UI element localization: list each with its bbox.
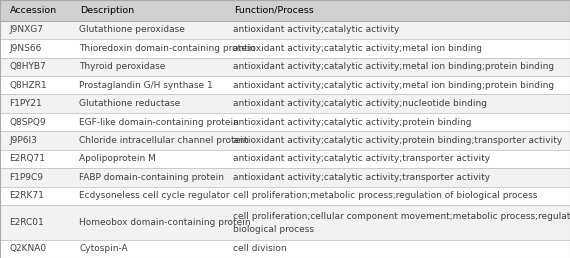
Text: Glutathione peroxidase: Glutathione peroxidase	[79, 26, 185, 35]
Text: antioxidant activity;catalytic activity;nucleotide binding: antioxidant activity;catalytic activity;…	[233, 99, 487, 108]
Text: cell division: cell division	[233, 244, 287, 253]
Text: Accession: Accession	[10, 6, 57, 15]
Text: E2RQ71: E2RQ71	[9, 155, 45, 164]
Bar	[0, 0, 570, 21]
Bar	[0, 240, 570, 258]
Bar	[0, 131, 570, 150]
Text: antioxidant activity;catalytic activity;transporter activity: antioxidant activity;catalytic activity;…	[233, 155, 490, 164]
Text: antioxidant activity;catalytic activity;protein binding;transporter activity: antioxidant activity;catalytic activity;…	[233, 136, 563, 145]
Bar	[0, 113, 570, 131]
Bar	[0, 58, 570, 76]
Bar	[0, 21, 570, 39]
Text: antioxidant activity;catalytic activity: antioxidant activity;catalytic activity	[233, 26, 400, 35]
Text: Cytospin-A: Cytospin-A	[79, 244, 128, 253]
Text: Chloride intracellular channel protein: Chloride intracellular channel protein	[79, 136, 249, 145]
Text: Q8SPQ9: Q8SPQ9	[9, 118, 46, 127]
Bar	[0, 168, 570, 187]
Bar	[0, 39, 570, 58]
Text: cell proliferation;metabolic process;regulation of biological process: cell proliferation;metabolic process;reg…	[233, 191, 538, 200]
Text: F1P9C9: F1P9C9	[9, 173, 43, 182]
Text: Apolipoprotein M: Apolipoprotein M	[79, 155, 156, 164]
Bar	[0, 150, 570, 168]
Text: Description: Description	[80, 6, 134, 15]
Text: antioxidant activity;catalytic activity;metal ion binding: antioxidant activity;catalytic activity;…	[233, 44, 482, 53]
Text: biological process: biological process	[233, 225, 314, 234]
Text: Homeobox domain-containing protein: Homeobox domain-containing protein	[79, 218, 251, 227]
Text: Prostaglandin G/H synthase 1: Prostaglandin G/H synthase 1	[79, 81, 213, 90]
Text: Glutathione reductase: Glutathione reductase	[79, 99, 181, 108]
Text: Q8HZR1: Q8HZR1	[9, 81, 47, 90]
Text: J9NS66: J9NS66	[9, 44, 42, 53]
Text: Thioredoxin domain-containing protein: Thioredoxin domain-containing protein	[79, 44, 255, 53]
Text: antioxidant activity;catalytic activity;metal ion binding;protein binding: antioxidant activity;catalytic activity;…	[233, 81, 554, 90]
Text: J9P6I3: J9P6I3	[9, 136, 37, 145]
Bar	[0, 187, 570, 205]
Bar	[0, 76, 570, 94]
Text: Q8HYB7: Q8HYB7	[9, 62, 46, 71]
Text: E2RK71: E2RK71	[9, 191, 44, 200]
Text: FABP domain-containing protein: FABP domain-containing protein	[79, 173, 224, 182]
Text: cell proliferation;cellular component movement;metabolic process;regulation of: cell proliferation;cellular component mo…	[233, 212, 570, 221]
Text: antioxidant activity;catalytic activity;protein binding: antioxidant activity;catalytic activity;…	[233, 118, 471, 127]
Text: Function/Process: Function/Process	[234, 6, 314, 15]
Text: Thyroid peroxidase: Thyroid peroxidase	[79, 62, 166, 71]
Text: J9NXG7: J9NXG7	[9, 26, 43, 35]
Text: EGF-like domain-containing protein: EGF-like domain-containing protein	[79, 118, 239, 127]
Text: Ecdysoneless cell cycle regulator: Ecdysoneless cell cycle regulator	[79, 191, 230, 200]
Text: F1PY21: F1PY21	[9, 99, 42, 108]
Text: Q2KNA0: Q2KNA0	[9, 244, 46, 253]
Bar	[0, 94, 570, 113]
Bar	[0, 205, 570, 240]
Text: E2RC01: E2RC01	[9, 218, 44, 227]
Text: antioxidant activity;catalytic activity;transporter activity: antioxidant activity;catalytic activity;…	[233, 173, 490, 182]
Text: antioxidant activity;catalytic activity;metal ion binding;protein binding: antioxidant activity;catalytic activity;…	[233, 62, 554, 71]
